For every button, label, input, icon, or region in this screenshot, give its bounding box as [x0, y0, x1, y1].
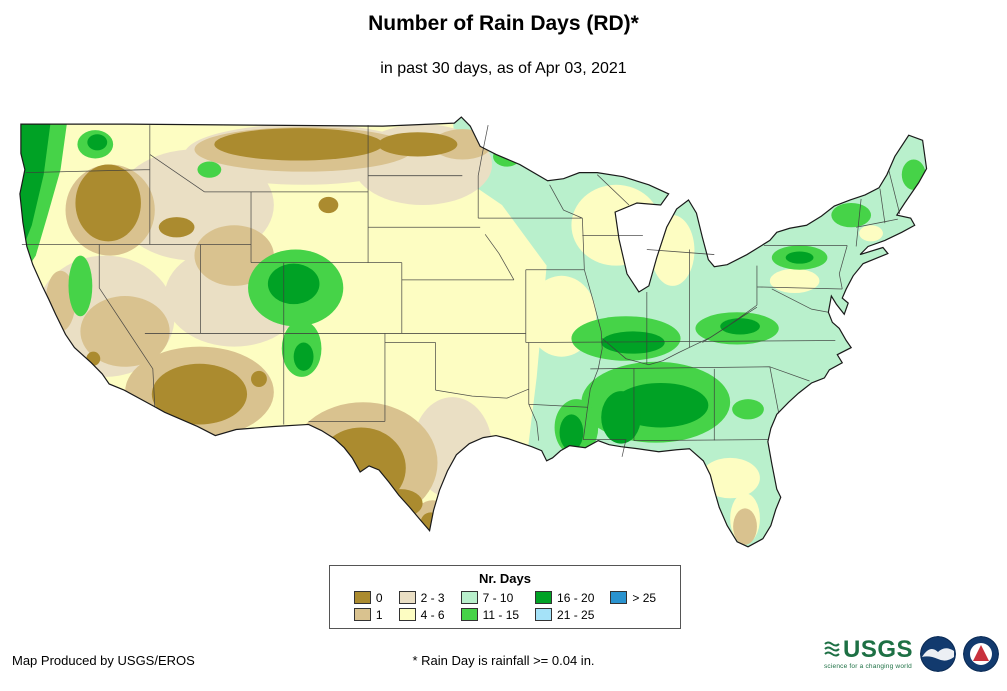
raster-layers [19, 117, 927, 547]
legend-label: 7 - 10 [482, 590, 514, 605]
legend-label: 0 [375, 590, 383, 605]
legend-item: 16 - 20 [535, 591, 594, 604]
legend-item: 0 [353, 590, 383, 605]
legend-item: 2 - 3 [398, 590, 445, 605]
us-outline [19, 116, 928, 548]
legend-title: Nr. Days [478, 571, 532, 586]
legend-label: 11 - 15 [482, 607, 520, 622]
map-credit: Map Produced by USGS/EROS [12, 653, 195, 668]
page-subtitle: in past 30 days, as of Apr 03, 2021 [380, 60, 627, 77]
legend-item: 1 [353, 607, 383, 622]
legend-grid: 0 1 2 - 3 4 - 6 7 - 10 11 - 15 16 - 20 2… [338, 591, 672, 621]
legend-item: 21 - 25 [535, 608, 594, 621]
rain-day-definition-note: * Rain Day is rainfall >= 0.04 in. [412, 653, 595, 668]
legend-swatch [398, 591, 416, 604]
legend-label: > 25 [632, 590, 657, 605]
noaa-logo-icon [920, 636, 956, 672]
page-title: Number of Rain Days (RD)* [368, 12, 639, 35]
legend: Nr. Days 0 1 2 - 3 4 - 6 7 - 10 11 - 15 … [329, 565, 681, 629]
agency-logos: USGS science for a changing world [824, 636, 999, 672]
legend-label: 1 [375, 607, 383, 622]
legend-label: 2 - 3 [420, 590, 445, 605]
legend-column: > 25 [610, 591, 656, 621]
usgs-waves-icon [824, 639, 840, 662]
legend-item: > 25 [610, 591, 656, 604]
legend-swatch [535, 591, 553, 604]
legend-column: 16 - 20 21 - 25 [535, 591, 594, 621]
legend-column: 7 - 10 11 - 15 [460, 590, 520, 622]
legend-label: 21 - 25 [557, 607, 595, 622]
nws-logo-icon [963, 636, 999, 672]
legend-swatch [535, 608, 553, 621]
usgs-tagline: science for a changing world [823, 662, 912, 670]
legend-swatch [460, 608, 478, 621]
legend-label: 4 - 6 [420, 607, 445, 622]
usgs-logo-text: USGS [842, 636, 913, 664]
legend-swatch [353, 608, 371, 621]
us-rain-days-map [6, 114, 998, 564]
legend-swatch [398, 608, 416, 621]
legend-swatch [353, 591, 371, 604]
legend-swatch [460, 591, 478, 604]
usgs-logo: USGS science for a changing world [823, 636, 913, 670]
legend-label: 16 - 20 [557, 590, 595, 605]
legend-item: 4 - 6 [398, 607, 445, 622]
us-map-svg [19, 116, 928, 548]
legend-column: 2 - 3 4 - 6 [398, 590, 445, 622]
state-borders [21, 125, 901, 457]
legend-column: 0 1 [353, 590, 383, 622]
legend-item: 11 - 15 [460, 607, 520, 622]
legend-swatch [610, 591, 628, 604]
legend-item: 7 - 10 [460, 590, 519, 605]
